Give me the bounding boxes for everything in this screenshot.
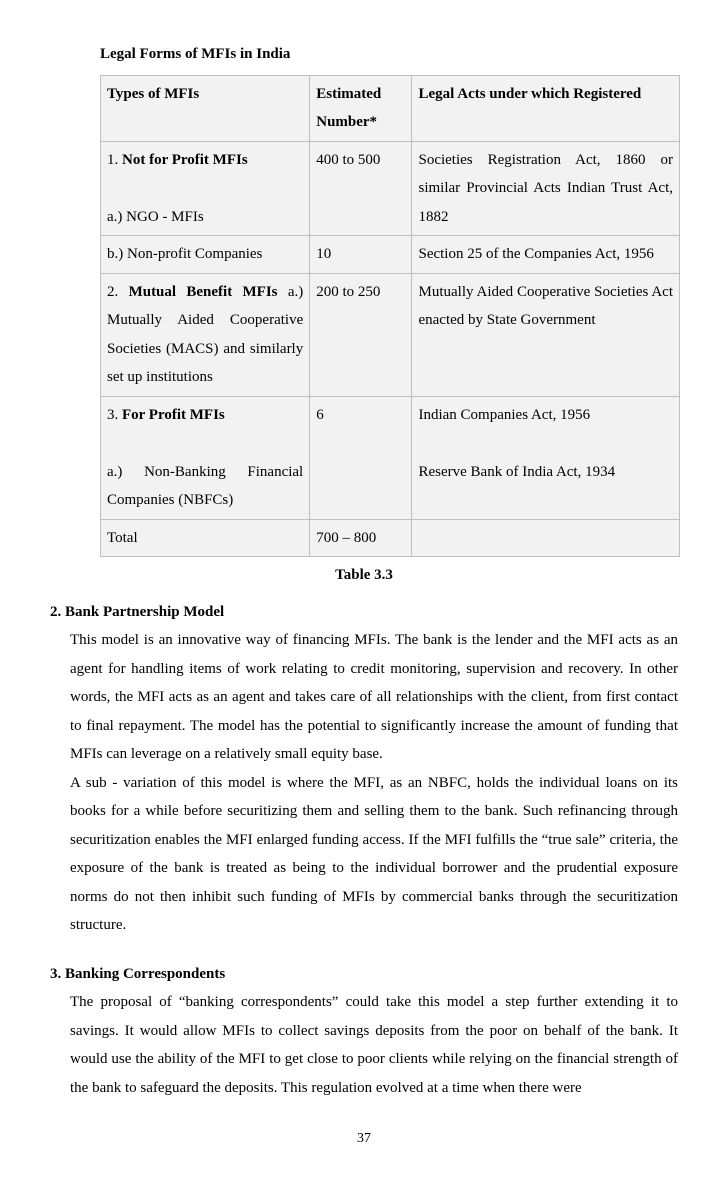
cell-number-3: 200 to 250 <box>310 273 412 396</box>
mfi-table: Types of MFIs Estimated Number* Legal Ac… <box>100 75 680 558</box>
cell-number-4: 6 <box>310 396 412 519</box>
table-row: 1. Not for Profit MFIs a.) NGO - MFIs 40… <box>101 141 680 236</box>
cell-number-2: 10 <box>310 236 412 274</box>
table-row: b.) Non-profit Companies 10 Section 25 o… <box>101 236 680 274</box>
section-2-heading: 2. Bank Partnership Model <box>50 598 678 627</box>
table-title: Legal Forms of MFIs in India <box>100 40 678 69</box>
section-3-heading: 3. Banking Correspondents <box>50 960 678 989</box>
cell-acts-2: Section 25 of the Companies Act, 1956 <box>412 236 680 274</box>
cell-types-1: 1. Not for Profit MFIs a.) NGO - MFIs <box>101 141 310 236</box>
table-caption: Table 3.3 <box>50 561 678 590</box>
cell-types-total: Total <box>101 519 310 557</box>
table-row: 2. Mutual Benefit MFIs a.) Mutually Aide… <box>101 273 680 396</box>
section-3-paragraph-1: The proposal of “banking correspondents”… <box>70 988 678 1102</box>
table-row: Total 700 – 800 <box>101 519 680 557</box>
cell-types-2: b.) Non-profit Companies <box>101 236 310 274</box>
page-number: 37 <box>50 1126 678 1153</box>
header-types: Types of MFIs <box>101 75 310 141</box>
header-acts: Legal Acts under which Registered <box>412 75 680 141</box>
section-2-paragraph-1: This model is an innovative way of finan… <box>70 626 678 769</box>
cell-types-3: 2. Mutual Benefit MFIs a.) Mutually Aide… <box>101 273 310 396</box>
table-row: 3. For Profit MFIs a.) Non-Banking Finan… <box>101 396 680 519</box>
cell-number-1: 400 to 500 <box>310 141 412 236</box>
cell-acts-4: Indian Companies Act, 1956 Reserve Bank … <box>412 396 680 519</box>
cell-types-4: 3. For Profit MFIs a.) Non-Banking Finan… <box>101 396 310 519</box>
section-2-paragraph-2: A sub - variation of this model is where… <box>70 769 678 940</box>
cell-number-total: 700 – 800 <box>310 519 412 557</box>
header-number: Estimated Number* <box>310 75 412 141</box>
cell-acts-3: Mutually Aided Cooperative Societies Act… <box>412 273 680 396</box>
table-header-row: Types of MFIs Estimated Number* Legal Ac… <box>101 75 680 141</box>
cell-acts-1: Societies Registration Act, 1860 or simi… <box>412 141 680 236</box>
cell-acts-total <box>412 519 680 557</box>
